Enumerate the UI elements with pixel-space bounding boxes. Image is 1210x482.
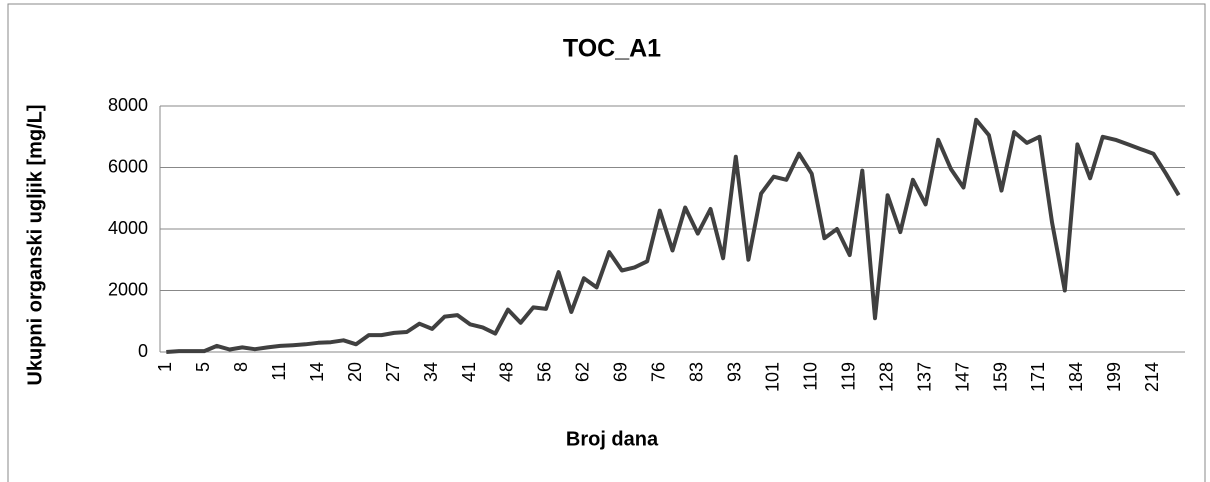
x-tick-label: 14: [307, 362, 327, 382]
x-tick-label: 76: [649, 362, 669, 382]
x-tick-label: 62: [573, 362, 593, 382]
y-tick-label: 8000: [108, 95, 148, 115]
x-tick-label: 128: [876, 362, 896, 392]
x-tick-label: 171: [1028, 362, 1048, 392]
x-tick-label: 11: [269, 362, 289, 381]
chart-title: TOC_A1: [563, 35, 661, 63]
x-tick-label: 101: [762, 362, 782, 392]
x-tick-label: 93: [725, 362, 745, 382]
y-tick-label: 2000: [108, 279, 148, 299]
data-line: [166, 117, 1181, 354]
x-tick-label: 184: [1066, 362, 1086, 392]
x-tick-label: 41: [459, 362, 479, 382]
x-tick-label: 56: [535, 362, 555, 382]
y-axis-label: Ukupni organski ugljik [mg/L]: [24, 104, 46, 385]
x-tick-label: 48: [497, 362, 517, 382]
x-tick-label: 147: [952, 362, 972, 392]
x-tick-label: 1: [155, 362, 175, 372]
y-tick-label: 0: [138, 341, 148, 361]
x-tick-label: 27: [383, 362, 403, 382]
x-tick-label: 214: [1142, 362, 1162, 392]
x-tick-label: 5: [193, 362, 213, 372]
y-tick-label: 6000: [108, 156, 148, 176]
x-tick-label: 8: [231, 362, 251, 372]
y-tick-label: 4000: [108, 218, 148, 238]
x-tick-label: 83: [687, 362, 707, 382]
x-tick-label: 137: [914, 362, 934, 392]
x-tick-label: 159: [990, 362, 1010, 392]
chart-frame: [7, 3, 1206, 482]
x-tick-label: 69: [611, 362, 631, 382]
x-tick-label: 34: [421, 362, 441, 382]
x-tick-label: 119: [838, 362, 858, 391]
x-tick-label: 110: [800, 362, 820, 391]
x-tick-label: 20: [345, 362, 365, 382]
x-tick-label: 199: [1104, 362, 1124, 392]
x-axis-label: Broj dana: [566, 428, 659, 450]
